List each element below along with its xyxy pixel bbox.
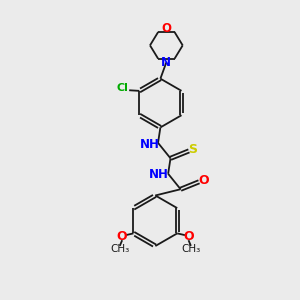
Text: O: O — [161, 22, 171, 35]
Text: NH: NH — [149, 169, 169, 182]
Text: NH: NH — [140, 138, 160, 151]
Text: N: N — [161, 56, 171, 69]
Text: O: O — [117, 230, 128, 243]
Text: CH₃: CH₃ — [181, 244, 200, 254]
Text: Cl: Cl — [116, 83, 128, 94]
Text: O: O — [198, 174, 208, 187]
Text: S: S — [189, 143, 198, 156]
Text: CH₃: CH₃ — [110, 244, 129, 254]
Text: O: O — [183, 230, 194, 243]
